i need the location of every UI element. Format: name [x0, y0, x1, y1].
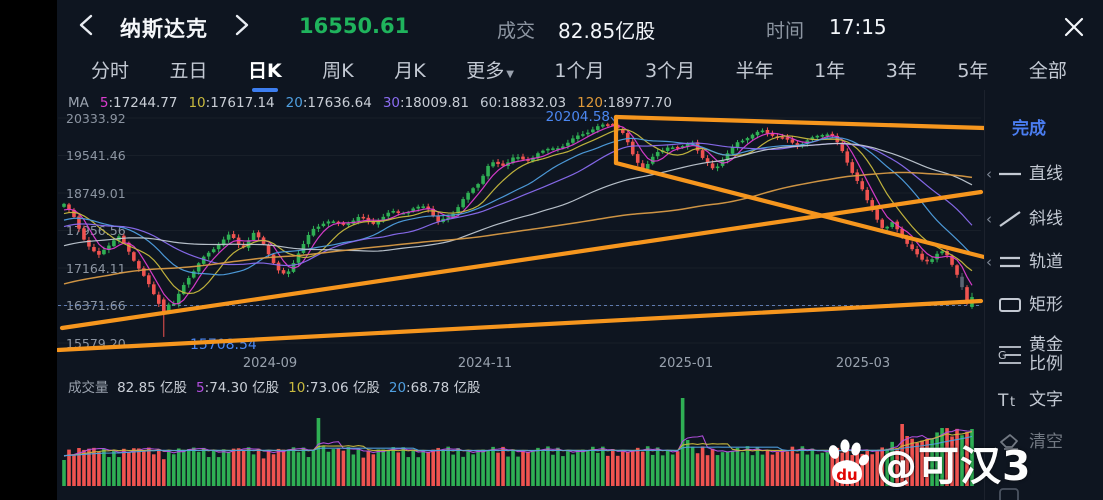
rect-icon [996, 293, 1024, 317]
ma-legend: MA 5:17244.77 10:17617.14 20:17636.64 30:180… [68, 95, 672, 111]
svg-text:du: du [836, 466, 857, 484]
tab-more[interactable]: 更多 ▼ [466, 59, 514, 82]
tab-1month[interactable]: 1个月 [554, 59, 605, 82]
watermark-text: @可汉3 [876, 442, 1032, 490]
tool-golden-ratio[interactable]: G 黄金 比例 [996, 335, 1063, 374]
tool-clear[interactable]: 清空 [986, 426, 1102, 458]
hline-icon [996, 162, 1024, 186]
tool-straight-line[interactable]: ‹ 直线 [986, 158, 1102, 190]
y-axis-label: 17164.11 [66, 261, 126, 276]
tab-fenshi[interactable]: 分时 [91, 59, 130, 82]
tool-partial[interactable] [986, 478, 1102, 500]
y-axis-label: 17956.56 [66, 223, 126, 238]
svg-text:t: t [1010, 395, 1015, 410]
baidu-paw-icon: du [828, 439, 870, 484]
low-price-label: 15708.54 [190, 337, 257, 353]
volume-legend: 成交量 82.85 亿股 5:74.30 亿股 10:73.06 亿股 20:68.7… [68, 380, 481, 396]
x-axis-label: 2025-03 [835, 356, 891, 371]
y-axis-label: 19541.46 [66, 148, 126, 163]
watermark: du @可汉3 [822, 432, 1032, 492]
chevron-left-icon: ‹ [986, 210, 992, 228]
period-tab-bar: 分时 五日 日K 周K 月K 更多 ▼ 1个月 3个月 半年 1年 3年 5年 全… [57, 48, 1103, 90]
golden-ratio-icon: G [996, 343, 1024, 367]
done-button[interactable]: 完成 [1012, 119, 1046, 139]
chevron-left-icon: ‹ [986, 253, 992, 271]
turnover-value: 82.85亿股 [558, 19, 656, 43]
x-axis-label: 2025-01 [658, 356, 714, 371]
time-label: 时间 [766, 20, 805, 42]
y-axis-label: 18749.01 [66, 186, 126, 201]
tool-channel[interactable]: ‹ 轨道 [986, 246, 1102, 278]
svg-text:G: G [998, 349, 1007, 362]
tab-3month[interactable]: 3个月 [645, 59, 696, 82]
x-axis-label: 2024-09 [242, 356, 298, 371]
tab-3year[interactable]: 3年 [885, 59, 917, 82]
tab-5year[interactable]: 5年 [957, 59, 989, 82]
letterbox-strip [0, 0, 57, 500]
chevron-left-icon: ‹ [986, 165, 992, 183]
diagline-icon [996, 207, 1024, 231]
tab-1year[interactable]: 1年 [814, 59, 846, 82]
x-axis-label: 2024-11 [457, 356, 513, 371]
top-bar: 纳斯达克 16550.61 成交 82.85亿股 时间 17:15 [0, 0, 1103, 48]
last-price: 16550.61 [299, 14, 410, 38]
turnover-label: 成交 [497, 20, 536, 42]
eraser-icon [996, 430, 1024, 454]
page-title: 纳斯达克 [120, 17, 208, 41]
tab-zhouk[interactable]: 周K [322, 59, 354, 82]
tool-rectangle[interactable]: 矩形 [986, 289, 1102, 321]
tab-wuri[interactable]: 五日 [169, 59, 208, 82]
forward-icon[interactable] [234, 14, 250, 36]
drawing-tools-sidebar [984, 90, 1103, 500]
close-icon[interactable] [1063, 16, 1085, 38]
tab-halfyear[interactable]: 半年 [735, 59, 774, 82]
back-icon[interactable] [78, 14, 94, 36]
tab-rik-active[interactable]: 日K [248, 56, 282, 83]
tab-all[interactable]: 全部 [1028, 59, 1067, 82]
chevron-down-icon: ▼ [506, 68, 514, 80]
peak-price-label: 20204.58 [545, 109, 610, 125]
tool-diagonal-line[interactable]: ‹ 斜线 [986, 203, 1102, 235]
y-axis-label: 20333.92 [66, 111, 126, 126]
y-axis-label: 15579.20 [66, 336, 126, 351]
time-value: 17:15 [829, 15, 887, 39]
partial-tool-icon [996, 482, 1024, 500]
channel-icon [996, 250, 1024, 274]
svg-text:T: T [997, 391, 1009, 410]
tab-yuek[interactable]: 月K [394, 59, 426, 82]
y-axis-label: 16371.66 [66, 298, 126, 313]
